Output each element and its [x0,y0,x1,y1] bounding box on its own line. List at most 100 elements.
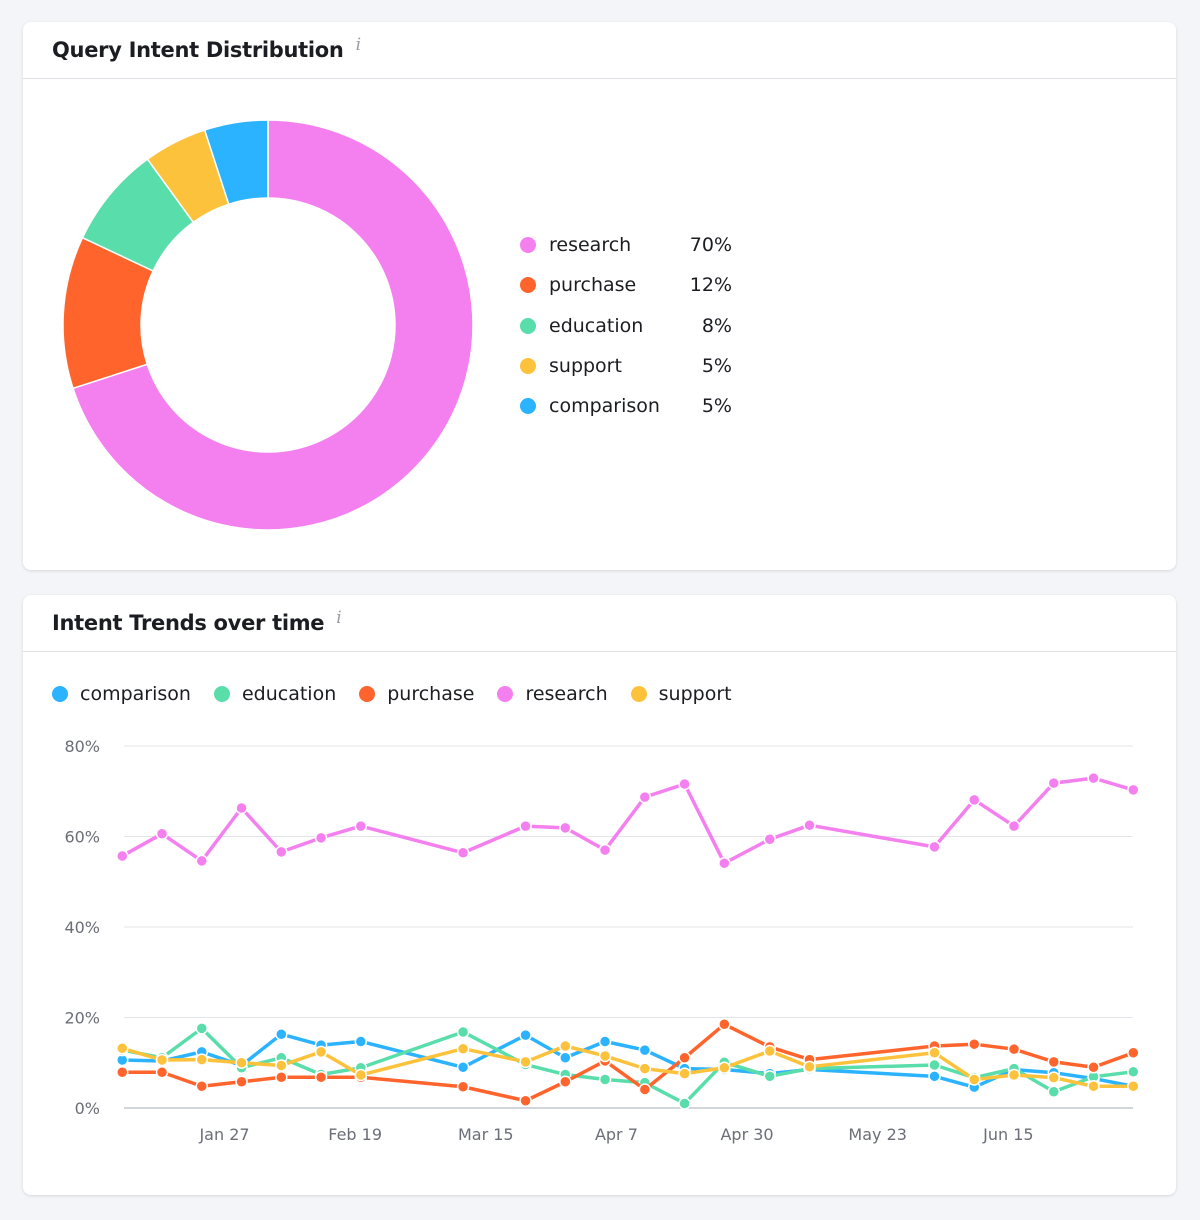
data-point-support[interactable] [314,1045,328,1059]
info-icon[interactable]: i [355,35,362,55]
data-point-support[interactable] [559,1039,572,1053]
data-point-research[interactable] [116,849,129,863]
data-point-comparison[interactable] [519,1028,532,1042]
data-point-education[interactable] [598,1073,612,1086]
data-point-purchase[interactable] [1087,1061,1100,1074]
data-point-support[interactable] [678,1067,691,1080]
data-point-research[interactable] [763,832,777,846]
data-point-support[interactable] [519,1055,532,1069]
data-point-support[interactable] [235,1056,248,1069]
data-point-comparison[interactable] [354,1035,368,1048]
data-point-purchase[interactable] [1047,1055,1061,1069]
data-point-comparison[interactable] [928,1070,941,1083]
legend-percent: 12% [689,274,732,297]
data-point-research[interactable] [928,840,941,854]
data-point-purchase[interactable] [559,1075,572,1089]
data-point-research[interactable] [718,856,731,870]
data-point-purchase[interactable] [195,1080,209,1093]
data-point-research[interactable] [559,821,572,835]
data-point-support[interactable] [638,1062,652,1075]
data-point-support[interactable] [1047,1071,1061,1084]
data-point-research[interactable] [1127,783,1140,797]
legend-item-support[interactable]: support [630,683,732,705]
data-point-support[interactable] [275,1059,288,1072]
data-point-research[interactable] [354,819,368,833]
data-point-comparison[interactable] [598,1035,612,1048]
legend-item-research[interactable]: research 70% [520,233,732,257]
data-point-support[interactable] [928,1046,941,1060]
data-point-research[interactable] [456,846,470,860]
data-point-purchase[interactable] [718,1018,731,1031]
data-point-support[interactable] [116,1042,129,1055]
data-point-research[interactable] [275,845,288,859]
query-intent-distribution-card: Query Intent Distribution i research 70% p… [23,22,1176,570]
data-point-education[interactable] [195,1022,209,1035]
legend-item-education[interactable]: education [213,683,336,705]
data-point-support[interactable] [456,1042,470,1055]
data-point-support[interactable] [354,1068,368,1082]
donut-slice-comparison[interactable] [203,119,269,206]
data-point-research[interactable] [155,827,169,841]
data-point-support[interactable] [598,1049,612,1063]
data-point-research[interactable] [235,801,248,815]
data-point-research[interactable] [1007,819,1021,833]
data-point-purchase[interactable] [314,1070,328,1084]
data-point-support[interactable] [763,1044,777,1058]
data-point-purchase[interactable] [155,1066,169,1079]
data-point-education[interactable] [928,1058,941,1072]
data-point-purchase[interactable] [1007,1042,1021,1056]
legend-item-education[interactable]: education 8% [520,314,732,338]
legend-item-support[interactable]: support 5% [520,354,732,378]
data-point-research[interactable] [968,793,981,807]
data-point-support[interactable] [803,1060,816,1074]
data-point-purchase[interactable] [275,1070,288,1084]
data-point-purchase[interactable] [519,1094,532,1108]
data-point-research[interactable] [1087,771,1100,785]
data-point-purchase[interactable] [456,1080,470,1093]
data-point-comparison[interactable] [638,1043,652,1057]
line-chart: 0% 20% 40% 60% 80% Jan 27 Feb 19 Mar 15 Apr 7 Apr… [64,737,1140,1144]
data-point-purchase[interactable] [235,1075,248,1089]
data-point-comparison[interactable] [456,1061,470,1074]
data-point-education[interactable] [1127,1065,1140,1079]
data-point-education[interactable] [1047,1085,1061,1098]
data-point-research[interactable] [519,819,532,833]
legend-dot [497,686,514,702]
x-tick-label: Jan 27 [198,1125,249,1144]
series-research [116,771,1140,870]
data-point-support[interactable] [968,1073,981,1086]
donut-slice-research[interactable] [72,119,474,531]
data-point-purchase[interactable] [968,1037,981,1051]
data-point-support[interactable] [1127,1080,1140,1093]
data-point-education[interactable] [456,1025,470,1039]
legend-item-research[interactable]: research [497,683,608,705]
data-point-support[interactable] [155,1053,169,1067]
legend-item-purchase[interactable]: purchase 12% [520,273,732,297]
data-point-purchase[interactable] [678,1051,691,1065]
legend-percent: 5% [701,395,732,418]
data-point-research[interactable] [598,843,612,857]
data-point-support[interactable] [718,1061,731,1074]
data-point-research[interactable] [638,790,652,804]
data-point-research[interactable] [1047,776,1061,790]
data-point-comparison[interactable] [275,1027,288,1041]
data-point-research[interactable] [314,831,328,845]
y-tick-label: 40% [64,918,100,937]
data-point-research[interactable] [195,854,209,868]
data-point-comparison[interactable] [559,1051,572,1065]
data-point-purchase[interactable] [116,1066,129,1079]
data-point-purchase[interactable] [1127,1046,1140,1060]
legend-item-comparison[interactable]: comparison [52,683,191,705]
data-point-support[interactable] [195,1053,209,1066]
data-point-education[interactable] [763,1070,777,1083]
data-point-support[interactable] [1087,1080,1100,1093]
info-icon[interactable]: i [336,608,342,628]
legend-label: comparison [80,683,191,705]
data-point-education[interactable] [678,1097,691,1110]
legend-item-comparison[interactable]: comparison 5% [520,394,732,418]
data-point-support[interactable] [1007,1068,1021,1082]
data-point-purchase[interactable] [638,1083,652,1096]
data-point-research[interactable] [678,777,691,791]
data-point-research[interactable] [803,818,816,832]
legend-item-purchase[interactable]: purchase [359,683,474,705]
